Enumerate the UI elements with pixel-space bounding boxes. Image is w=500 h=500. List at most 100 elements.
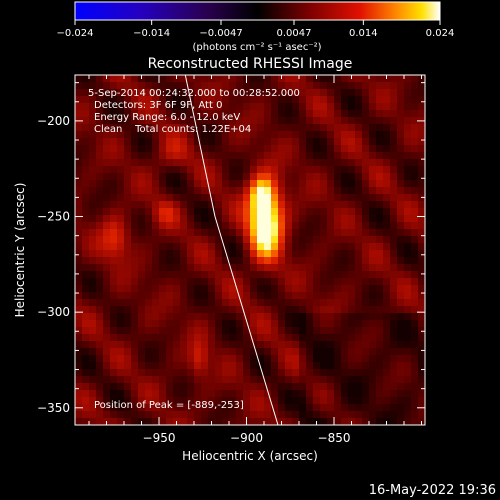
heatmap-cell: [166, 355, 174, 363]
heatmap-cell: [236, 250, 244, 258]
heatmap-cell: [404, 397, 412, 405]
heatmap-cell: [341, 313, 349, 321]
heatmap-cell: [292, 327, 300, 335]
heatmap-cell: [257, 117, 265, 125]
heatmap-cell: [103, 362, 111, 370]
heatmap-cell: [138, 327, 146, 335]
heatmap-cell: [110, 201, 118, 209]
heatmap-cell: [404, 285, 412, 293]
heatmap-cell: [348, 327, 356, 335]
heatmap-cell: [145, 257, 153, 265]
heatmap-cell: [117, 103, 125, 111]
heatmap-cell: [404, 369, 412, 377]
heatmap-cell: [257, 327, 265, 335]
x-tick-label: −950: [143, 431, 176, 445]
heatmap-cell: [187, 180, 195, 188]
heatmap-cell: [327, 264, 335, 272]
heatmap-cell: [404, 145, 412, 153]
heatmap-cell: [243, 236, 251, 244]
heatmap-cell: [397, 131, 405, 139]
heatmap-cell: [173, 89, 181, 97]
heatmap-cell: [264, 250, 272, 258]
heatmap-cell: [229, 376, 237, 384]
heatmap-cell: [152, 257, 160, 265]
heatmap-cell: [264, 89, 272, 97]
heatmap-cell: [383, 208, 391, 216]
heatmap-cell: [173, 229, 181, 237]
heatmap-cell: [362, 187, 370, 195]
heatmap-cell: [327, 418, 335, 425]
heatmap-cell: [215, 355, 223, 363]
heatmap-cell: [117, 145, 125, 153]
heatmap-cell: [369, 103, 377, 111]
heatmap-cell: [89, 250, 97, 258]
heatmap-cell: [278, 313, 286, 321]
heatmap-cell: [229, 194, 237, 202]
heatmap-cell: [222, 271, 230, 279]
heatmap-cell: [327, 327, 335, 335]
heatmap-cell: [208, 264, 216, 272]
heatmap-cell: [404, 194, 412, 202]
heatmap-cell: [138, 271, 146, 279]
heatmap-cell: [313, 292, 321, 300]
heatmap-cell: [411, 411, 419, 419]
heatmap-cell: [159, 159, 167, 167]
heatmap-cell: [355, 159, 363, 167]
heatmap-cell: [341, 131, 349, 139]
heatmap-cell: [229, 215, 237, 223]
heatmap-cell: [89, 257, 97, 265]
heatmap-cell: [334, 124, 342, 132]
heatmap-cell: [341, 418, 349, 425]
heatmap-cell: [201, 306, 209, 314]
heatmap-cell: [348, 404, 356, 412]
heatmap-cell: [215, 131, 223, 139]
heatmap-cell: [124, 404, 132, 412]
heatmap-cell: [222, 341, 230, 349]
heatmap-cell: [229, 418, 237, 425]
heatmap-cell: [285, 334, 293, 342]
heatmap-cell: [110, 96, 118, 104]
heatmap-cell: [264, 180, 272, 188]
heatmap-cell: [278, 320, 286, 328]
heatmap-cell: [362, 404, 370, 412]
heatmap-cell: [117, 292, 125, 300]
heatmap-cell: [327, 103, 335, 111]
heatmap-cell: [397, 89, 405, 97]
heatmap-cell: [131, 117, 139, 125]
heatmap-cell: [397, 124, 405, 132]
heatmap-cell: [166, 271, 174, 279]
heatmap-cell: [180, 327, 188, 335]
heatmap-cell: [383, 110, 391, 118]
heatmap-cell: [243, 397, 251, 405]
heatmap-cell: [173, 264, 181, 272]
heatmap-cell: [264, 117, 272, 125]
heatmap-cell: [306, 327, 314, 335]
heatmap-cell: [418, 313, 425, 321]
heatmap-cell: [334, 194, 342, 202]
heatmap-cell: [117, 285, 125, 293]
heatmap-cell: [285, 208, 293, 216]
heatmap-cell: [355, 383, 363, 391]
heatmap-cell: [341, 173, 349, 181]
heatmap-cell: [369, 285, 377, 293]
heatmap-cell: [292, 124, 300, 132]
heatmap-cell: [355, 376, 363, 384]
heatmap-cell: [299, 418, 307, 425]
heatmap-cell: [229, 89, 237, 97]
heatmap-cell: [285, 194, 293, 202]
heatmap-cell: [271, 229, 279, 237]
heatmap-cell: [201, 390, 209, 398]
heatmap-cell: [96, 124, 104, 132]
heatmap-cell: [250, 103, 258, 111]
heatmap-cell: [390, 194, 398, 202]
heatmap-cell: [75, 124, 83, 132]
heatmap-cell: [110, 390, 118, 398]
heatmap-cell: [124, 348, 132, 356]
heatmap-cell: [257, 320, 265, 328]
heatmap-cell: [334, 306, 342, 314]
heatmap-cell: [96, 383, 104, 391]
heatmap-cell: [334, 418, 342, 425]
heatmap-cell: [180, 390, 188, 398]
heatmap-cell: [306, 285, 314, 293]
heatmap-cell: [82, 173, 90, 181]
